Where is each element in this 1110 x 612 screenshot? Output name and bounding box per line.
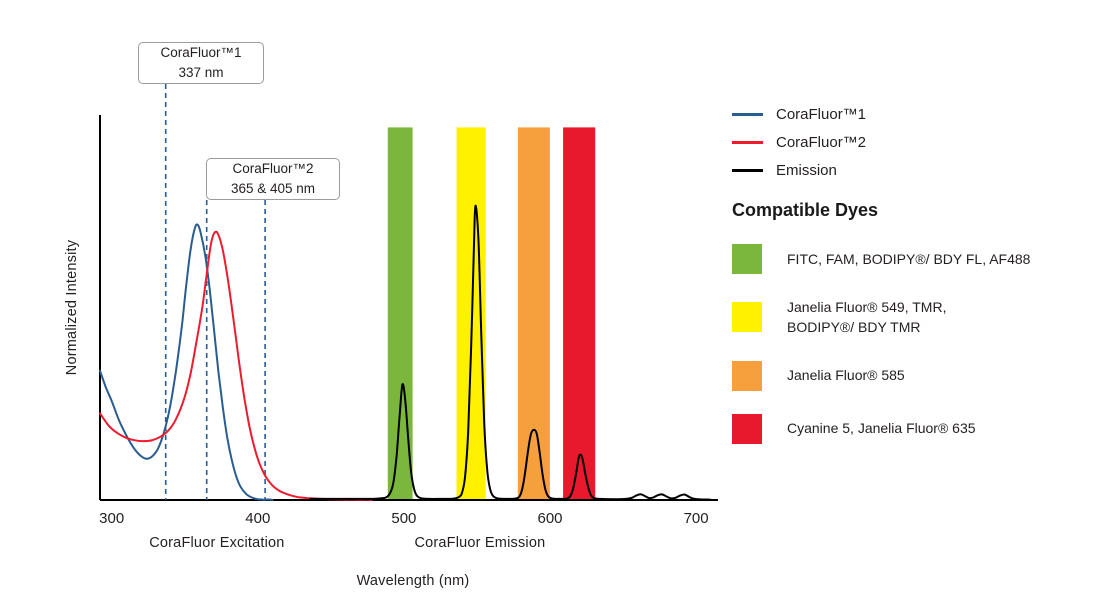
legend-line-swatch-corafluor2 <box>732 140 763 144</box>
x-axis-title: Wavelength (nm) <box>357 573 470 589</box>
dye-swatch-yellow <box>732 302 762 333</box>
legend-item-emission: Emission <box>732 156 1104 184</box>
x-tick-label: 400 <box>245 510 270 527</box>
legend: CoraFluor™1 CoraFluor™2 Emission Compati… <box>732 100 1104 444</box>
legend-label-emission: Emission <box>776 161 837 179</box>
dye-label-green: FITC, FAM, BODIPY®/ BDY FL, AF488 <box>787 250 1031 267</box>
dye-swatch-orange <box>732 360 762 391</box>
curve-corafluor2 <box>99 230 373 501</box>
dye-swatch-red <box>732 413 762 444</box>
dye-label-yellow: Janelia Fluor® 549, TMR, BODIPY®/ BDY TM… <box>787 299 947 336</box>
x-tick-label: 500 <box>391 510 416 527</box>
legend-item-corafluor1: CoraFluor™1 <box>732 100 1104 128</box>
dye-item-green: FITC, FAM, BODIPY®/ BDY FL, AF488 <box>732 244 1104 274</box>
x-tick-label: 600 <box>537 510 562 527</box>
axis-section-label-0: CoraFluor Excitation <box>149 535 284 551</box>
legend-line-swatch-emission <box>732 168 763 172</box>
dye-item-orange: Janelia Fluor® 585 <box>732 360 1104 391</box>
y-axis-title: Normalized Intensity <box>64 239 80 375</box>
legend-label-corafluor2: CoraFluor™2 <box>776 133 867 151</box>
callout-corafluor2: CoraFluor™2 365 & 405 nm <box>206 158 340 200</box>
dye-label-orange: Janelia Fluor® 585 <box>787 367 905 384</box>
compatible-dyes-heading: Compatible Dyes <box>732 200 879 220</box>
callout-corafluor1: CoraFluor™1 337 nm <box>138 42 264 84</box>
dye-item-yellow: Janelia Fluor® 549, TMR, BODIPY®/ BDY TM… <box>732 297 1104 338</box>
curve-corafluor1 <box>99 223 274 501</box>
callout-corafluor2-name: CoraFluor™2 <box>232 161 314 177</box>
band-red <box>563 127 596 501</box>
dye-item-red: Cyanine 5, Janelia Fluor® 635 <box>732 413 1104 444</box>
callout-corafluor1-name: CoraFluor™1 <box>160 45 242 61</box>
spectra-chart: 300 400 500 600 700 CoraFluor Excitation CoraF… <box>64 84 718 589</box>
legend-label-corafluor1: CoraFluor™1 <box>776 105 867 123</box>
callout-corafluor1-value: 337 nm <box>178 65 224 80</box>
band-orange <box>517 127 550 501</box>
axis-section-label-1: CoraFluor Emission <box>414 535 545 551</box>
dye-swatch-green <box>732 244 762 274</box>
legend-item-corafluor2: CoraFluor™2 <box>732 128 1104 156</box>
callout-corafluor2-value: 365 & 405 nm <box>230 181 316 196</box>
legend-line-swatch-corafluor1 <box>732 112 763 116</box>
dye-label-red: Cyanine 5, Janelia Fluor® 635 <box>787 420 976 437</box>
x-tick-label: 300 <box>99 510 124 527</box>
x-tick-label: 700 <box>684 510 709 527</box>
curve-emission <box>309 204 712 501</box>
